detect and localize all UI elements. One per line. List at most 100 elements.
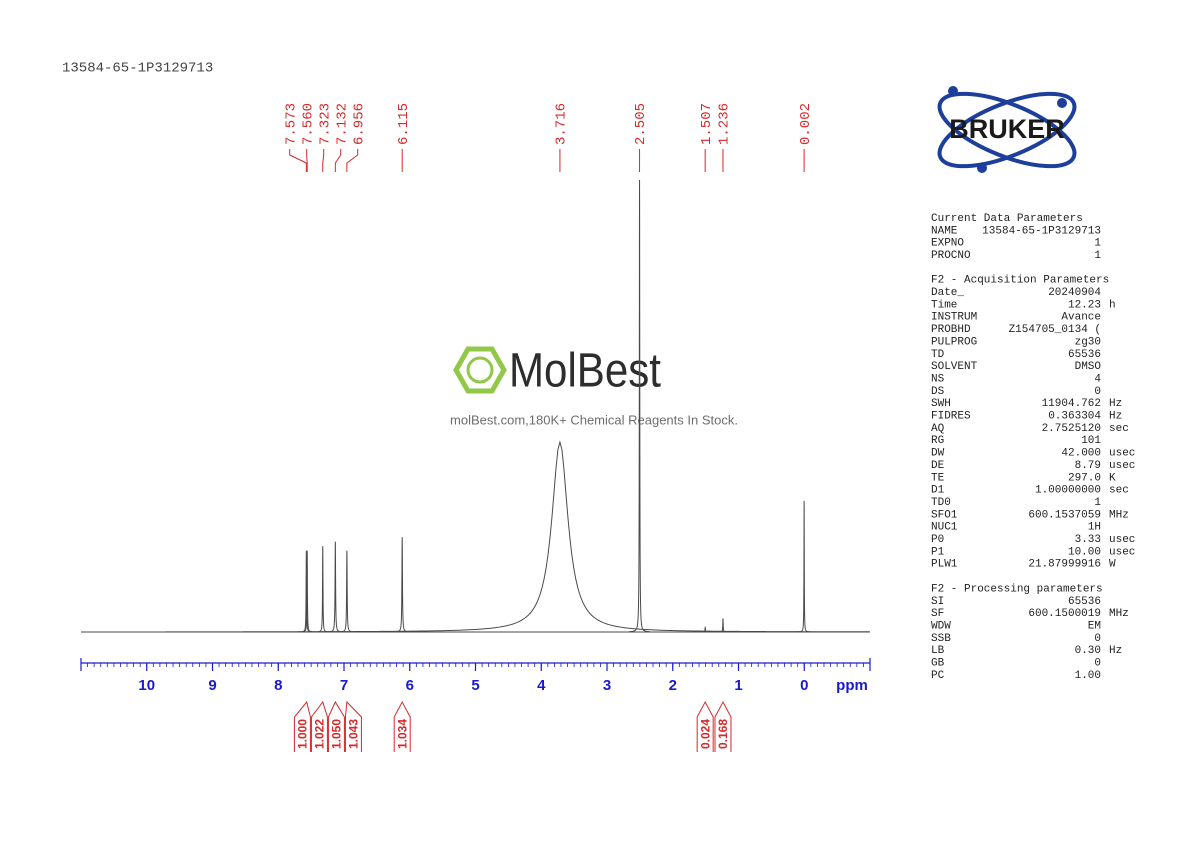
parameter-value: 0 [1094, 633, 1101, 645]
parameter-value: 0.363304 [1048, 411, 1101, 423]
integral-label: 1.022 [313, 719, 327, 749]
integral-bracket [696, 700, 714, 752]
section-title: F2 - Acquisition Parameters [931, 275, 1109, 287]
peak-connector [289, 149, 307, 172]
parameter-name: PROCNO [931, 250, 971, 262]
watermark: MolBest molBest.com,180K+ Chemical Reage… [450, 345, 738, 428]
parameter-unit: usec [1109, 448, 1135, 460]
integral-label: 0.168 [716, 719, 730, 749]
peak-connector [346, 149, 359, 172]
parameter-value: Z154705_0134 ( [1009, 324, 1101, 336]
peak [694, 625, 716, 633]
peak-label: 6.956 [351, 103, 367, 145]
x-tick-label: 8 [274, 677, 282, 694]
parameter-name: PULPROG [931, 336, 977, 348]
parameter-value: 1 [1094, 250, 1101, 262]
logo-dot [1057, 98, 1067, 108]
watermark-brand: MolBest [509, 345, 661, 398]
parameter-name: NAME [931, 225, 958, 237]
parameter-name: SWH [931, 398, 951, 410]
parameter-name: TD0 [931, 497, 951, 509]
logo-dot [977, 163, 987, 173]
parameter-name: WDW [931, 620, 951, 632]
parameter-value: 8.79 [1075, 460, 1101, 472]
integral-label: 0.024 [698, 719, 712, 749]
parameter-value: 42.000 [1061, 448, 1101, 460]
peak [628, 179, 651, 633]
peak-label: 6.115 [396, 103, 412, 145]
parameter-name: SOLVENT [931, 361, 978, 373]
peak-label: 2.505 [633, 103, 649, 145]
parameter-value: zg30 [1075, 336, 1101, 348]
parameter-value: 1 [1094, 238, 1101, 250]
parameter-name: SF [931, 608, 944, 620]
parameter-name: DS [931, 386, 945, 398]
parameter-unit: MHz [1109, 509, 1129, 521]
parameter-name: SFO1 [931, 509, 958, 521]
section-title: F2 - Processing parameters [931, 583, 1103, 595]
watermark-tagline: molBest.com,180K+ Chemical Reagents In S… [450, 412, 738, 427]
parameter-name: DW [931, 448, 945, 460]
x-tick-label: 9 [208, 677, 216, 694]
parameter-value: Avance [1061, 312, 1101, 324]
watermark-icon [466, 356, 494, 384]
parameter-unit: W [1109, 559, 1116, 571]
parameter-value: EM [1088, 620, 1101, 632]
parameter-name: Time [931, 299, 957, 311]
parameter-value: 1.00 [1075, 670, 1101, 682]
peak-label: 7.560 [300, 103, 316, 145]
parameter-name: FIDRES [931, 411, 971, 423]
parameter-value: 10.00 [1068, 546, 1101, 558]
parameter-unit: Hz [1109, 411, 1122, 423]
parameter-unit: usec [1109, 546, 1135, 558]
parameter-value: 1 [1094, 497, 1101, 509]
peak [712, 618, 734, 633]
peak [389, 537, 416, 633]
parameter-name: RG [931, 435, 944, 447]
parameter-value: 2.7525120 [1042, 423, 1101, 435]
peak-label: 7.323 [317, 103, 333, 145]
parameter-name: P1 [931, 546, 945, 558]
x-tick-label: 3 [603, 677, 611, 694]
peak-label: 7.573 [283, 103, 299, 145]
peak [796, 500, 813, 633]
x-tick-label: 5 [471, 677, 479, 694]
parameter-value: 11904.762 [1042, 398, 1101, 410]
peak-connector [322, 149, 325, 172]
parameter-name: DE [931, 460, 945, 472]
parameter-name: SI [931, 596, 944, 608]
section-title: Current Data Parameters [931, 213, 1083, 225]
x-tick-label: 6 [406, 677, 414, 694]
parameter-unit: sec [1109, 423, 1129, 435]
peak-label: 1.236 [717, 103, 733, 145]
integral-label: 1.043 [347, 719, 361, 749]
parameter-name: D1 [931, 485, 945, 497]
parameter-value: 65536 [1068, 596, 1101, 608]
x-tick-label: 7 [340, 677, 348, 694]
parameter-name: PLW1 [931, 559, 958, 571]
parameter-name: EXPNO [931, 238, 964, 250]
integral-bracket [344, 700, 362, 752]
integral-bracket [393, 700, 411, 752]
peak [165, 440, 870, 633]
parameter-unit: sec [1109, 485, 1129, 497]
integral-label: 1.000 [296, 719, 310, 749]
x-tick-label: 0 [800, 677, 808, 694]
spectrum-title: 13584-65-1P3129713 [62, 61, 213, 77]
parameter-value: 1.00000000 [1035, 485, 1101, 497]
parameter-value: 600.1537059 [1028, 509, 1101, 521]
parameter-name: Date_ [931, 287, 964, 299]
integral-bracket [293, 700, 311, 752]
parameter-value: 65536 [1068, 349, 1101, 361]
parameter-name: SSB [931, 633, 951, 645]
parameter-unit: h [1109, 299, 1116, 311]
integral-label: 1.034 [395, 719, 409, 749]
parameter-name: PROBHD [931, 324, 971, 336]
logo-dot [948, 86, 958, 96]
logo-text: BRUKER [949, 114, 1065, 144]
parameter-value: 1H [1088, 522, 1101, 534]
parameter-unit: MHz [1109, 608, 1129, 620]
